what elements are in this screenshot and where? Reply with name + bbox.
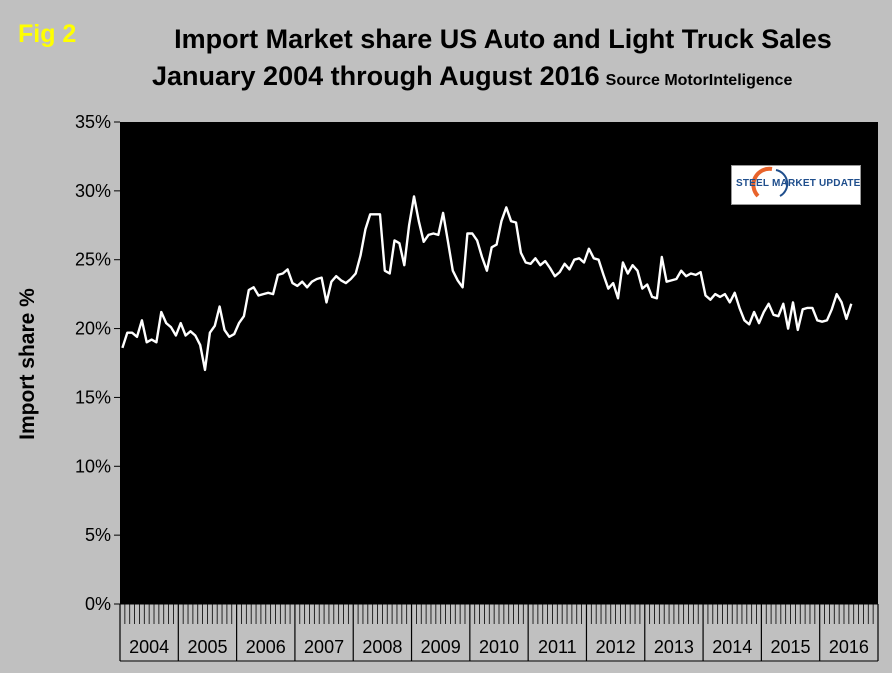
y-tick-label: 30% [75,181,111,201]
year-label: 2005 [187,637,227,657]
y-tick-label: 0% [85,594,111,614]
year-label: 2006 [246,637,286,657]
y-tick-label: 15% [75,387,111,407]
year-label: 2012 [596,637,636,657]
year-label: 2007 [304,637,344,657]
y-tick-label: 10% [75,456,111,476]
logo-swoosh-icon [751,166,789,198]
series-line [121,195,853,372]
year-label: 2013 [654,637,694,657]
y-axis-ticks: 0% 5% 10% 15% 20% 25% 30% 35% [75,112,120,614]
year-label: 2004 [129,637,169,657]
chart-subtitle: January 2004 through August 2016 [152,61,600,91]
logo-text: STEEL MARKET UPDATE [736,178,861,189]
series-layer [121,195,853,372]
year-label: 2016 [829,637,869,657]
figure-label: Fig 2 [18,20,77,48]
x-axis-area: 2004 2005 2006 2007 2008 2009 2010 2011 2012 2013… [119,603,879,662]
y-tick-label: 25% [75,250,111,270]
year-label: 2010 [479,637,519,657]
y-tick-label: 5% [85,525,111,545]
steel-market-update-logo: STEEL MARKET UPDATE [731,165,861,205]
year-label: 2009 [421,637,461,657]
year-label: 2011 [538,637,577,657]
chart-title: Import Market share US Auto and Light Tr… [174,24,832,54]
chart-subtitle-row: January 2004 through August 2016 Source M… [152,61,792,92]
y-tick-label: 35% [75,112,111,132]
plot-area [120,122,878,661]
source-note: Source MotorInteligence [605,72,793,89]
year-label: 2008 [362,637,402,657]
y-tick-label: 20% [75,319,111,339]
year-label: 2014 [712,637,752,657]
year-label: 2015 [771,637,811,657]
